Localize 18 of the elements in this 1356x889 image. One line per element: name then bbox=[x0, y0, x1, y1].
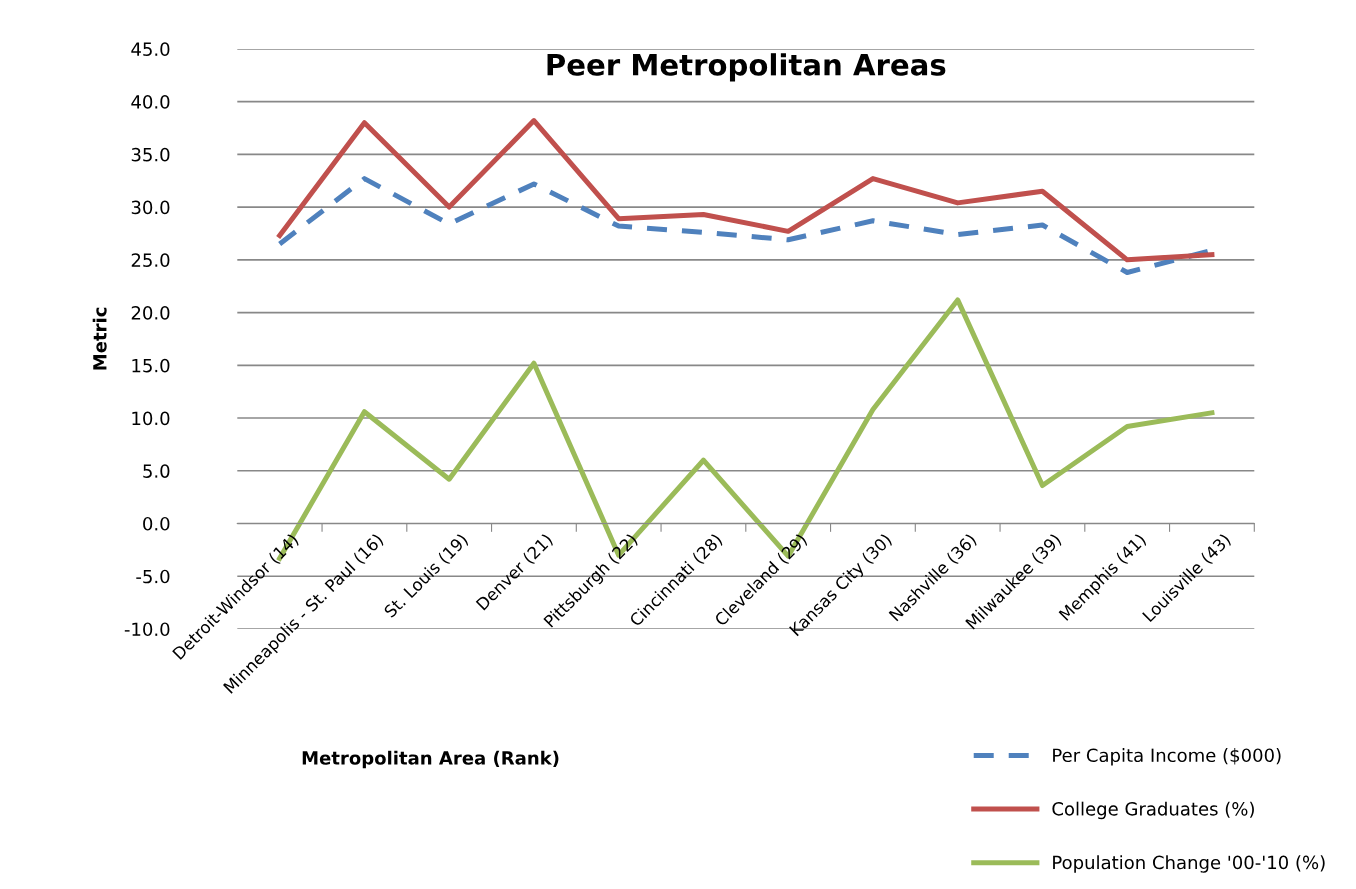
y-tick-label: 5.0 bbox=[143, 464, 170, 478]
y-tick-label: 15.0 bbox=[132, 358, 170, 373]
y-axis-title: Metric bbox=[92, 307, 107, 370]
y-tick-label: 40.0 bbox=[131, 95, 170, 109]
y-tick-label: -10.0 bbox=[124, 622, 170, 637]
legend-label: College Graduates (%) bbox=[1052, 801, 1254, 820]
x-axis-title: Metropolitan Area (Rank) bbox=[302, 750, 559, 769]
legend-label: Per Capita Income ($000) bbox=[1053, 748, 1281, 766]
y-tick-label: 35.0 bbox=[131, 147, 170, 162]
chart-title: Peer Metropolitan Areas bbox=[547, 53, 946, 82]
y-tick-label: -5.0 bbox=[136, 569, 170, 584]
y-tick-label: 30.0 bbox=[131, 200, 170, 215]
y-tick-label: 20.0 bbox=[131, 306, 170, 320]
y-tick-label: 25.0 bbox=[131, 253, 170, 267]
y-tick-label: 45.0 bbox=[131, 42, 170, 57]
y-tick-label: 0.0 bbox=[143, 516, 170, 531]
y-tick-label: 10.0 bbox=[132, 411, 170, 426]
legend-label: Population Change '00-'10 (%) bbox=[1053, 855, 1325, 873]
